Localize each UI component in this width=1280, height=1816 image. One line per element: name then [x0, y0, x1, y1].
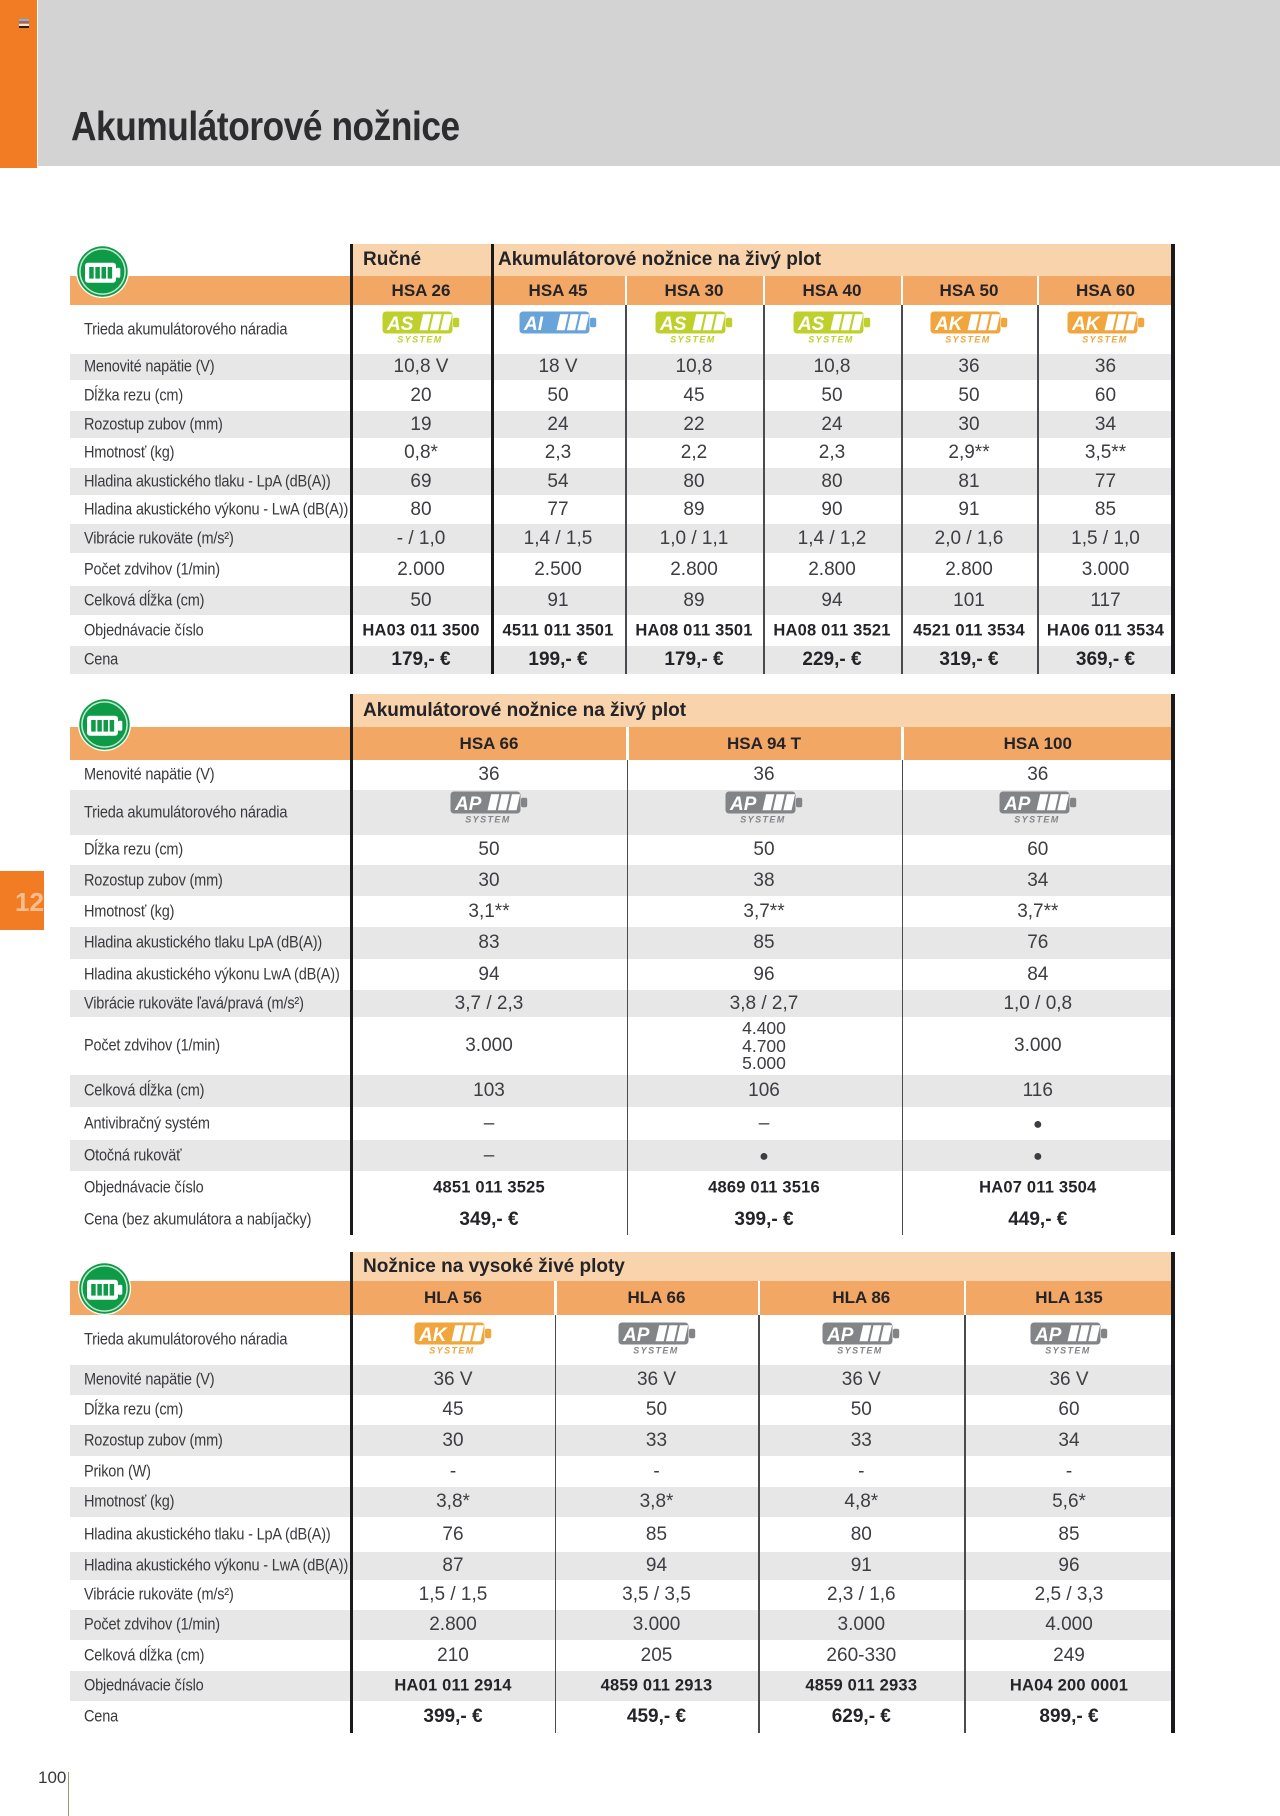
svg-text:AP: AP — [826, 1325, 854, 1346]
svg-text:AP: AP — [1034, 1325, 1062, 1346]
svg-text:AP: AP — [454, 794, 482, 815]
svg-text:AP: AP — [729, 794, 757, 815]
svg-text:SYSTEM: SYSTEM — [465, 815, 510, 825]
svg-text:SYSTEM: SYSTEM — [1082, 335, 1127, 345]
svg-text:AS: AS — [659, 314, 687, 335]
svg-text:SYSTEM: SYSTEM — [1014, 815, 1059, 825]
svg-text:SYSTEM: SYSTEM — [397, 335, 442, 345]
svg-text:SYSTEM: SYSTEM — [1045, 1346, 1090, 1356]
svg-text:AS: AS — [797, 314, 825, 335]
svg-text:SYSTEM: SYSTEM — [670, 335, 715, 345]
svg-text:SYSTEM: SYSTEM — [808, 335, 853, 345]
svg-text:SYSTEM: SYSTEM — [838, 1346, 883, 1356]
svg-text:AK: AK — [934, 314, 964, 335]
svg-text:AS: AS — [386, 314, 414, 335]
svg-text:AK: AK — [418, 1325, 448, 1346]
svg-text:SYSTEM: SYSTEM — [429, 1346, 474, 1356]
svg-text:AK: AK — [1071, 314, 1101, 335]
svg-text:SYSTEM: SYSTEM — [740, 815, 785, 825]
svg-text:AI: AI — [523, 314, 544, 335]
svg-text:AP: AP — [622, 1325, 650, 1346]
svg-text:SYSTEM: SYSTEM — [633, 1346, 678, 1356]
svg-text:AP: AP — [1003, 794, 1031, 815]
svg-text:SYSTEM: SYSTEM — [945, 335, 990, 345]
